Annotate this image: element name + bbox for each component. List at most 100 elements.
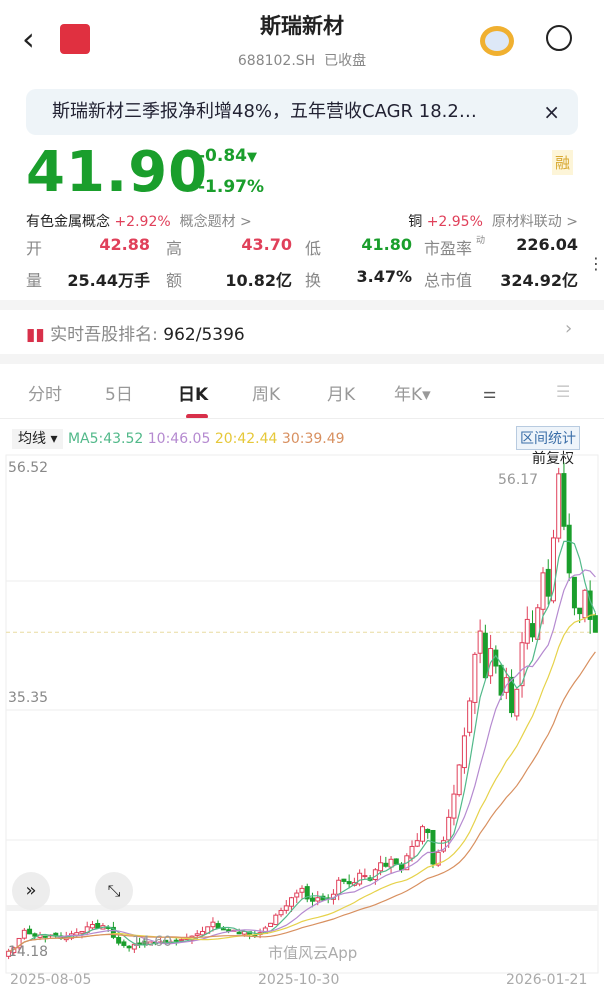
tab-daily-k[interactable]: 日K	[178, 385, 209, 405]
candle-body	[393, 858, 399, 865]
ma-selector[interactable]: 均线 ▾	[12, 429, 64, 449]
concept-name: 有色金属概念	[26, 214, 110, 230]
more-icon[interactable]: ⋮	[588, 254, 604, 273]
stat-sup: 动	[476, 236, 486, 246]
candle-body	[420, 826, 425, 842]
ma20-value: 20:42.44	[214, 431, 278, 447]
candle-body	[173, 939, 179, 942]
news-text: 斯瑞新材三季报净利增48%，五年营收CAGR 18.2…	[52, 101, 477, 122]
candle-body	[435, 851, 441, 866]
candle-body	[346, 881, 352, 885]
candle-body	[425, 828, 431, 834]
kline-chart[interactable]	[0, 450, 604, 992]
candle-body	[315, 897, 321, 902]
ai-assistant-icon[interactable]	[480, 26, 514, 56]
candle-body	[236, 931, 242, 935]
divider	[0, 300, 604, 310]
collapse-panel-icon[interactable]: ☰	[556, 382, 571, 401]
range-stats-button[interactable]: 区间统计	[516, 426, 580, 450]
candle-body	[137, 942, 143, 945]
material-row[interactable]: 铜 +2.95% 原材料联动 >	[408, 211, 578, 231]
candle-body	[456, 764, 462, 796]
candle-body	[74, 932, 80, 936]
concept-link[interactable]: 概念题材 >	[179, 214, 252, 230]
ma5-value: MA5:43.52	[67, 431, 144, 447]
tab-intraday[interactable]: 分时	[28, 385, 62, 405]
candle-body	[498, 664, 504, 696]
candle-body	[126, 945, 132, 949]
x-label-end: 2026-01-21	[506, 972, 588, 988]
candle-body	[440, 840, 446, 852]
candle-body	[220, 928, 226, 931]
candle-body	[582, 589, 588, 619]
candle-body	[32, 933, 38, 937]
candle-body	[556, 473, 562, 539]
tab-monthly-k[interactable]: 月K	[327, 385, 356, 405]
candle-body	[199, 930, 205, 936]
candle-body	[27, 928, 33, 935]
ranking-row[interactable]: ▮▮ 实时吾股排名: 962/5396	[26, 320, 245, 345]
y-label-top: 56.52	[8, 460, 49, 476]
close-icon[interactable]: ×	[543, 100, 560, 124]
stat-value: 43.70	[241, 235, 292, 254]
stock-code: 688102.SH	[237, 53, 316, 69]
stat-value: 226.04	[516, 235, 578, 254]
ma5-line	[8, 540, 596, 952]
candle-body	[514, 688, 520, 717]
active-tab-indicator	[186, 414, 208, 419]
price-change-pct: -1.97%	[198, 177, 265, 197]
candle-body	[414, 840, 420, 847]
fullscreen-button[interactable]: ⤡	[95, 872, 133, 910]
material-link[interactable]: 原材料联动 >	[491, 214, 578, 230]
bar-chart-icon: ▮▮	[26, 325, 45, 345]
tab-weekly-k[interactable]: 周K	[252, 385, 281, 405]
candle-body	[142, 941, 148, 945]
candle-body	[545, 568, 551, 597]
candle-body	[577, 607, 583, 615]
candle-body	[268, 922, 274, 928]
candle-body	[278, 910, 284, 916]
candle-body	[79, 930, 85, 934]
candle-body	[461, 735, 467, 769]
tab-5day[interactable]: 5日	[105, 385, 133, 405]
stat-label: 高	[166, 239, 183, 258]
min-price-label: 14.60	[132, 934, 173, 950]
current-price: 41.90	[26, 140, 209, 205]
candle-body	[95, 922, 101, 929]
ma20-line	[8, 613, 596, 952]
ma-legend: 均线 ▾ MA5:43.52 10:46.05 20:42.44 30:39.4…	[12, 428, 345, 449]
material-name: 铜	[408, 214, 423, 230]
down-arrow-icon: ▼	[247, 150, 257, 165]
back-button[interactable]: ‹	[22, 20, 35, 58]
candle-body	[341, 878, 347, 882]
ranking-value: 962/5396	[163, 325, 245, 345]
expand-chart-button[interactable]: »	[12, 872, 50, 910]
stat-value: 42.88	[99, 235, 150, 254]
stat-value: 3.47%	[356, 267, 412, 286]
candle-body	[530, 623, 536, 638]
candle-body	[42, 935, 48, 938]
stock-logo	[60, 24, 90, 54]
candle-body	[309, 897, 315, 902]
candle-body	[524, 618, 530, 644]
candle-body	[121, 941, 127, 946]
tab-yearly-k[interactable]: 年K▾	[394, 385, 431, 405]
volume-divider	[6, 905, 598, 911]
search-icon[interactable]	[546, 25, 572, 51]
price-change: -0.84▼	[198, 146, 257, 166]
candle-body	[550, 537, 556, 602]
candle-body	[519, 642, 525, 687]
news-banner[interactable]: 斯瑞新材三季报净利增48%，五年营收CAGR 18.2… ×	[26, 89, 578, 135]
candle-body	[304, 886, 310, 900]
candle-body	[388, 858, 394, 868]
candle-body	[467, 700, 473, 733]
concept-row[interactable]: 有色金属概念 +2.92% 概念题材 >	[26, 211, 252, 231]
candle-body	[451, 793, 457, 819]
candle-body	[16, 937, 22, 949]
candle-body	[131, 943, 137, 950]
candle-body	[561, 473, 567, 527]
candle-body	[378, 862, 384, 872]
indicator-settings-icon[interactable]: ⚌	[483, 384, 497, 402]
chevron-right-icon[interactable]: ›	[565, 318, 573, 339]
price-change-value: -0.84	[198, 146, 247, 166]
